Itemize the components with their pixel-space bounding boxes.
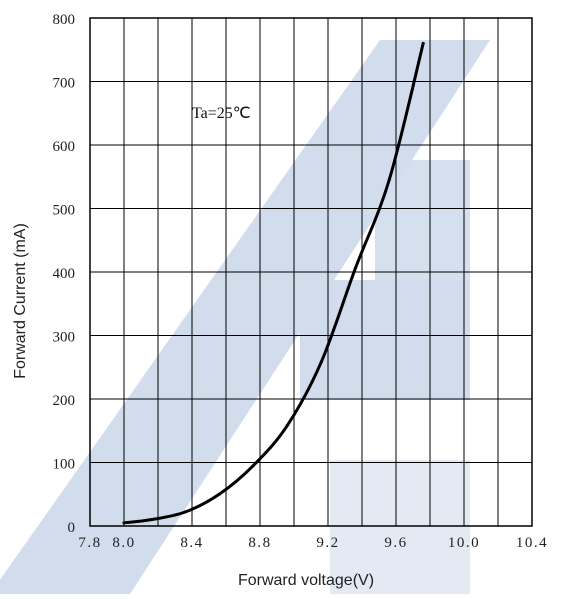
x-tick-label: 7.8 (78, 535, 101, 551)
x-tick-label: 10.0 (448, 535, 480, 551)
y-tick-label: 700 (53, 76, 76, 92)
data-point (421, 41, 425, 45)
data-point (387, 178, 391, 182)
y-axis-label: Forward Current (mA) (12, 223, 29, 379)
y-tick-labels: 0 100 200 300 400 500 600 700 800 (53, 12, 76, 536)
data-point (285, 424, 289, 428)
grid (89, 17, 533, 527)
data-point (217, 492, 221, 496)
x-tick-labels: 7.8 8.0 8.4 8.8 9.2 9.6 10.0 10.4 (78, 535, 548, 551)
x-tick-label: 10.4 (516, 535, 548, 551)
y-tick-label: 400 (53, 266, 76, 282)
x-tick-label: 9.2 (316, 535, 339, 551)
y-tick-label: 800 (53, 12, 76, 28)
x-tick-label: 8.4 (180, 535, 203, 551)
data-point (183, 510, 187, 514)
x-axis-label: Forward voltage(V) (238, 572, 374, 589)
annotation-ta: Ta=25℃ (192, 105, 251, 122)
data-point (122, 521, 126, 525)
data-point (319, 360, 323, 364)
y-tick-label: 500 (53, 203, 76, 219)
plot-frame (89, 17, 533, 527)
y-tick-label: 200 (53, 393, 76, 409)
y-tick-label: 600 (53, 139, 76, 155)
y-tick-label: 0 (68, 520, 76, 536)
x-tick-label: 8.0 (112, 535, 135, 551)
y-tick-label: 100 (53, 457, 76, 473)
data-point (149, 518, 153, 522)
data-point (251, 464, 255, 468)
x-tick-label: 8.8 (248, 535, 271, 551)
y-tick-label: 300 (53, 330, 76, 346)
data-point (353, 267, 357, 271)
x-tick-label: 9.6 (384, 535, 407, 551)
